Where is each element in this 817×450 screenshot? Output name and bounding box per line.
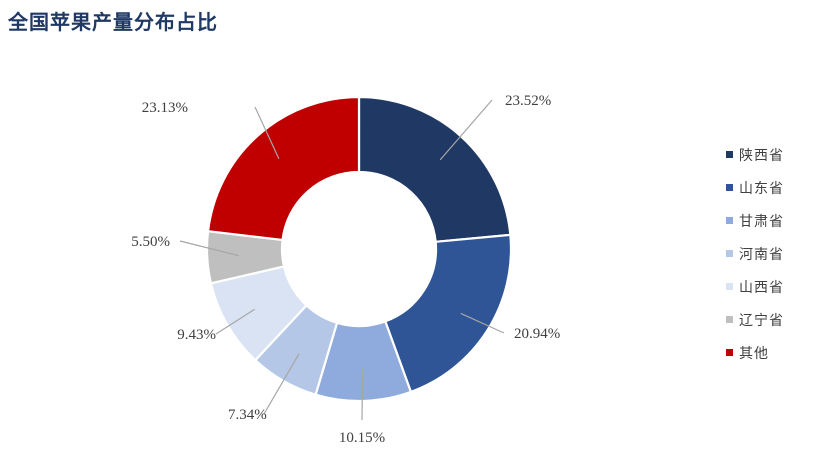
- leader-line-4: [263, 353, 300, 415]
- leader-lines-group: [179, 99, 505, 421]
- data-label-2: 20.94%: [514, 326, 560, 342]
- legend-item-7: 其他: [726, 336, 784, 369]
- slice-1: [357, 95, 512, 244]
- legend-label: 山东省: [739, 180, 784, 197]
- legend-label: 辽宁省: [739, 312, 784, 329]
- data-labels-group: 23.52% 20.94% 10.15% 7.34% 9.43% 5.50% 23.13%: [131, 93, 560, 446]
- legend-item-2: 山东省: [726, 171, 784, 204]
- leader-line-6: [179, 240, 239, 257]
- legend-swatch: [726, 184, 733, 191]
- slice-7: [206, 95, 361, 242]
- chart-legend: 陕西省山东省甘肃省河南省山西省辽宁省其他: [726, 138, 784, 369]
- legend-swatch: [726, 217, 733, 224]
- legend-label: 山西省: [739, 279, 784, 296]
- leader-line-2: [460, 312, 505, 334]
- legend-swatch: [726, 283, 733, 290]
- leader-line-1: [439, 99, 493, 161]
- data-label-7: 23.13%: [142, 100, 188, 116]
- legend-label: 甘肃省: [739, 213, 784, 230]
- legend-item-5: 山西省: [726, 270, 784, 303]
- legend-swatch: [726, 250, 733, 257]
- leader-line-5: [215, 308, 255, 335]
- data-label-3: 10.15%: [339, 430, 385, 446]
- legend-item-6: 辽宁省: [726, 303, 784, 336]
- slice-2: [383, 233, 513, 394]
- data-label-4: 7.34%: [228, 407, 267, 423]
- legend-label: 陕西省: [739, 147, 784, 164]
- legend-swatch: [726, 151, 733, 158]
- slices-group: [205, 95, 513, 403]
- legend-label: 其他: [739, 345, 769, 362]
- legend-label: 河南省: [739, 246, 784, 263]
- data-label-6: 5.50%: [131, 234, 170, 250]
- chart-title: 全国苹果产量分布占比: [8, 10, 218, 34]
- legend-swatch: [726, 349, 733, 356]
- legend-swatch: [726, 316, 733, 323]
- leader-line-3: [361, 369, 364, 421]
- legend-item-1: 陕西省: [726, 138, 784, 171]
- legend-item-3: 甘肃省: [726, 204, 784, 237]
- data-label-1: 23.52%: [505, 93, 551, 109]
- legend-item-4: 河南省: [726, 237, 784, 270]
- data-label-5: 9.43%: [177, 327, 216, 343]
- leader-line-7: [254, 106, 280, 160]
